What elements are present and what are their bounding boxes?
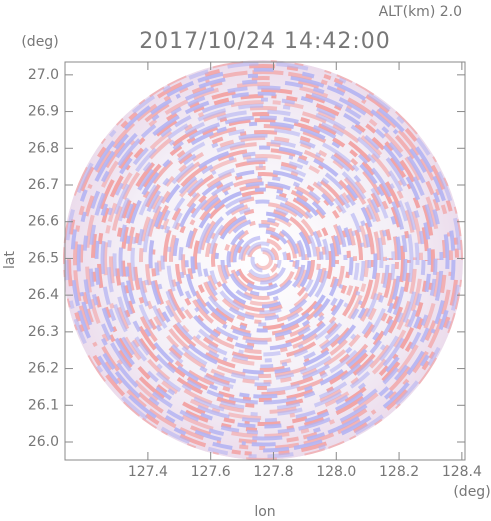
y-tick-label: 26.8 <box>28 140 59 156</box>
echo-ring <box>136 133 390 387</box>
echo-ring <box>109 106 417 414</box>
echo-ring <box>175 172 351 348</box>
echo-ring <box>166 163 360 357</box>
echo-ring <box>250 247 276 273</box>
echo-ring <box>70 67 456 453</box>
y-tick-label: 26.6 <box>28 214 59 230</box>
echo-ring <box>154 151 372 369</box>
echo-ring <box>79 76 447 444</box>
echo-ring <box>133 130 393 390</box>
echo-ring <box>193 190 333 330</box>
y-tick-label: 26.7 <box>28 177 59 193</box>
echo-ring <box>73 70 453 450</box>
echo-ring <box>157 154 369 366</box>
y-tick-label: 26.0 <box>28 434 59 450</box>
echo-ring <box>130 127 396 393</box>
echo-ring <box>217 214 309 306</box>
echo-ring <box>142 139 384 381</box>
chart-title: 2017/10/24 14:42:00 <box>139 29 391 54</box>
echo-ring <box>214 211 312 309</box>
echo-ring <box>163 160 363 360</box>
echo-ring <box>127 124 399 396</box>
echo-ring <box>169 166 357 354</box>
echo-ring <box>85 82 441 438</box>
echo-ring <box>67 64 459 456</box>
y-tick-label: 27.0 <box>28 67 59 83</box>
x-axis-label: lon <box>254 504 275 520</box>
y-tick-label: 26.1 <box>28 397 59 413</box>
echo-ring <box>145 142 381 378</box>
echo-ring <box>211 208 315 312</box>
echo-ring <box>172 169 354 351</box>
echo-ring <box>229 226 297 294</box>
echo-ring <box>181 178 345 342</box>
echo-ring <box>205 202 321 318</box>
echo-ring <box>103 100 423 420</box>
echo-ring <box>235 232 291 288</box>
echo-ring <box>253 250 273 270</box>
echo-ring <box>76 73 450 447</box>
x-tick-label: 127.8 <box>253 464 293 480</box>
echo-ring <box>238 235 288 285</box>
echo-ring <box>232 229 294 291</box>
y-axis-label: lat <box>2 251 18 269</box>
echo-ring <box>244 241 282 279</box>
echo-ring <box>190 187 336 333</box>
reflectivity-field <box>63 60 463 460</box>
echo-ring <box>241 238 285 282</box>
echo-ring <box>106 103 420 417</box>
x-tick-label: 128.2 <box>379 464 419 480</box>
y-unit: (deg) <box>21 34 58 50</box>
echo-ring <box>184 181 342 339</box>
y-tick-label: 26.5 <box>28 250 59 266</box>
echo-ring <box>94 91 432 429</box>
echo-ring <box>208 205 318 315</box>
echo-ring <box>88 85 438 435</box>
echo-ring <box>247 244 279 276</box>
echo-ring <box>160 157 366 363</box>
echo-ring <box>226 223 300 297</box>
echo-ring <box>220 217 306 303</box>
echo-ring <box>139 136 387 384</box>
y-tick-label: 26.2 <box>28 361 59 377</box>
echo-ring <box>202 199 324 321</box>
echo-ring <box>115 112 411 408</box>
echo-ring <box>112 109 414 411</box>
echo-ring <box>100 97 426 423</box>
echo-ring <box>91 88 435 432</box>
y-tick-label: 26.4 <box>28 287 59 303</box>
echo-ring <box>124 121 402 399</box>
echo-ring <box>196 193 330 327</box>
x-tick-label: 128.4 <box>442 464 482 480</box>
echo-ring <box>82 79 444 441</box>
x-tick-label: 127.6 <box>191 464 231 480</box>
altitude-label: ALT(km) 2.0 <box>379 4 462 20</box>
echo-ring <box>118 115 408 405</box>
echo-ring <box>148 145 378 375</box>
echo-ring <box>151 148 375 372</box>
echo-ring <box>97 94 429 426</box>
echo-ring <box>187 184 339 336</box>
x-tick-label: 128.0 <box>316 464 356 480</box>
x-unit: (deg) <box>453 484 490 500</box>
y-tick-label: 26.9 <box>28 104 59 120</box>
echo-ring <box>178 175 348 345</box>
y-tick-label: 26.3 <box>28 324 59 340</box>
echo-ring <box>121 118 405 402</box>
plot-frame <box>64 61 466 461</box>
echo-ring <box>223 220 303 300</box>
x-tick-label: 127.4 <box>128 464 168 480</box>
